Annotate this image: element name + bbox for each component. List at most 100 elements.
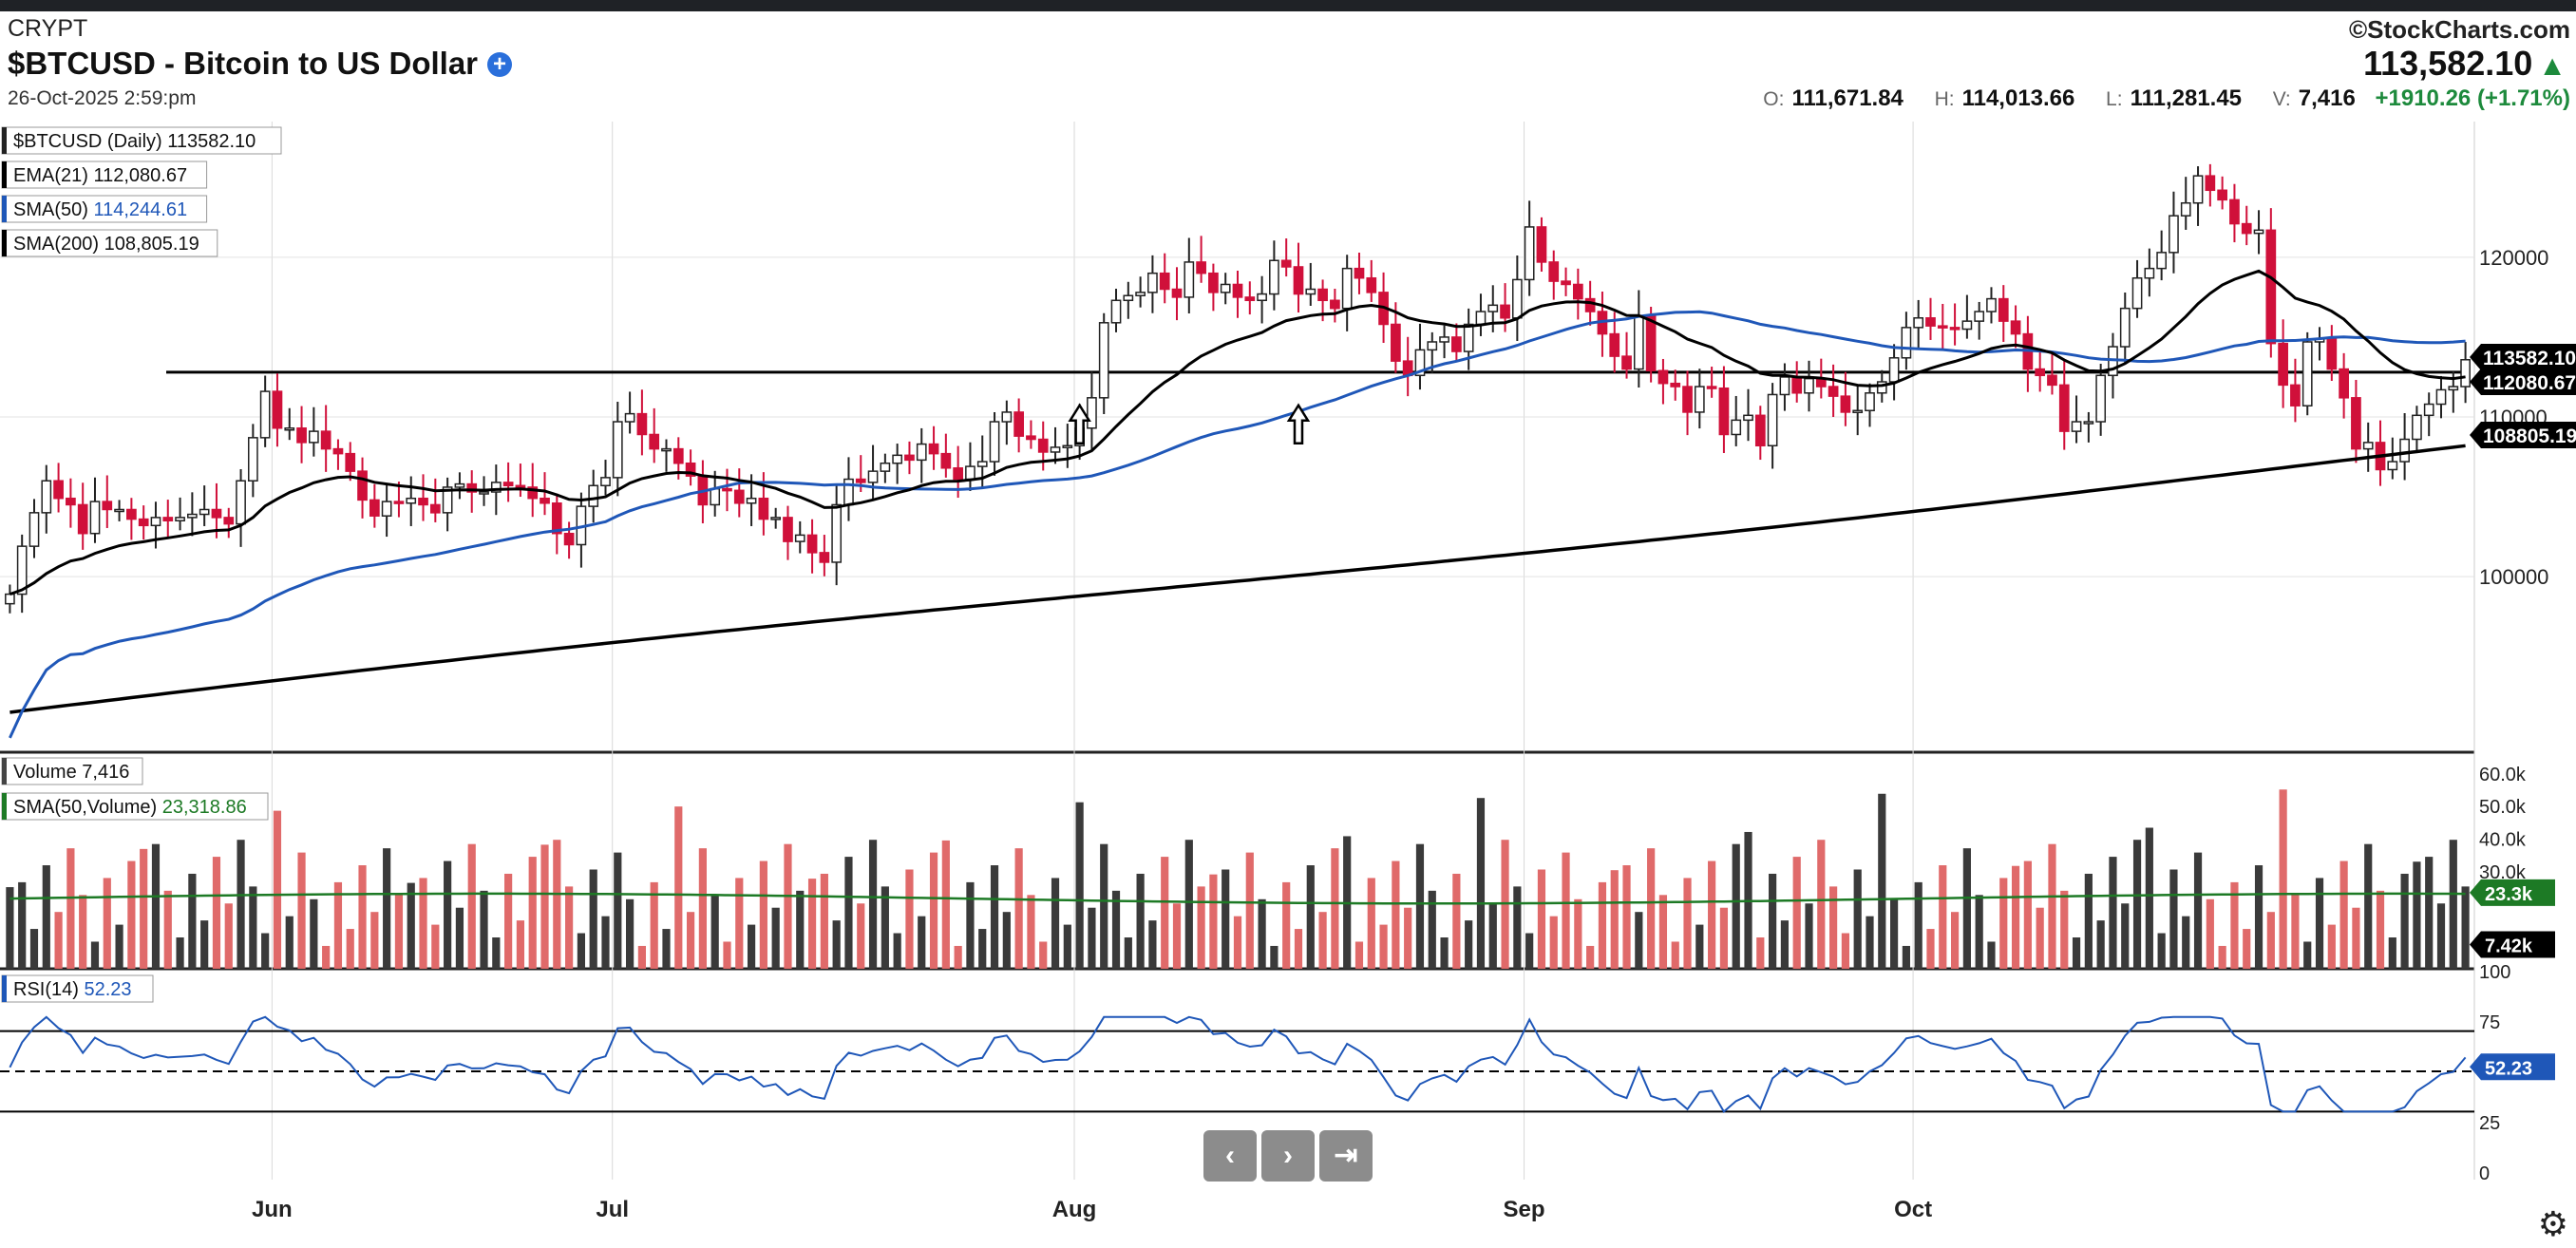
symbol-title: $BTCUSD - Bitcoin to US Dollar xyxy=(8,46,479,81)
volume-bar xyxy=(1294,929,1303,969)
chart-date: 26-Oct-2025 2:59:pm xyxy=(8,87,197,109)
volume-bar xyxy=(1306,865,1315,969)
candle-body xyxy=(1330,299,1340,310)
volume-bar xyxy=(807,879,817,969)
volume-bar xyxy=(2266,912,2275,969)
volume-bar xyxy=(540,844,549,969)
volume-bar xyxy=(1817,840,1826,969)
candle-body xyxy=(1196,261,1206,274)
exchange-label: CRYPT xyxy=(8,15,88,42)
volume-bar xyxy=(1683,878,1692,969)
legend-value: 114,244.61 xyxy=(93,199,187,220)
legend-value: 113582.10 xyxy=(167,131,256,152)
settings-gear-icon[interactable]: ⚙ xyxy=(2537,1204,2568,1243)
volume-legend-box xyxy=(1,792,269,821)
chart-canvas[interactable]: Jun Jul Aug Sep Oct100000110000120000$BTCUSD… xyxy=(0,118,2576,1248)
rsi-value-tag-label: 52.23 xyxy=(2485,1058,2532,1079)
candle-body xyxy=(855,478,866,483)
volume-bar xyxy=(2461,886,2470,969)
legend-color-swatch xyxy=(2,230,7,256)
volume-bar xyxy=(868,840,878,969)
candle-body xyxy=(2083,421,2094,425)
volume-bar xyxy=(1184,840,1193,969)
volume-bar xyxy=(1051,878,1060,969)
volume-bar xyxy=(674,806,683,969)
volume-bar xyxy=(2315,878,2324,969)
candle-body xyxy=(1062,444,1073,448)
volume-bar xyxy=(1111,890,1121,969)
volume-bar xyxy=(1598,881,1607,969)
volume-bar xyxy=(784,843,792,969)
volume-legend-label: SMA(50,Volume) 23,318.86 xyxy=(13,797,247,818)
volume-bar xyxy=(918,916,926,969)
axis-value-tag xyxy=(2470,422,2576,448)
volume-bar xyxy=(1708,860,1716,969)
candle-body xyxy=(1645,315,1657,371)
candle-body xyxy=(1657,369,1669,385)
candle-body xyxy=(1584,297,1596,312)
candle-body xyxy=(490,482,502,493)
volume-bar xyxy=(1525,933,1534,969)
axis-value-tag-label: 108805.19 xyxy=(2483,425,2576,447)
candle-body xyxy=(1001,411,1013,423)
candle-body xyxy=(794,534,805,542)
volume-bar xyxy=(249,886,257,969)
add-plus-icon[interactable]: + xyxy=(487,52,513,77)
volume-bar xyxy=(2230,881,2239,969)
volume-bar xyxy=(1926,929,1935,969)
scroll-to-end-button[interactable]: ⇥ xyxy=(1319,1130,1373,1182)
candle-body xyxy=(2435,388,2447,406)
volume-bar xyxy=(1465,920,1473,969)
candle-body xyxy=(1828,386,1839,397)
volume-bar xyxy=(1658,895,1668,969)
legend-box xyxy=(1,195,208,223)
legend-color-swatch xyxy=(2,196,7,222)
candle-body xyxy=(1925,317,1936,327)
candle-body xyxy=(1232,283,1243,298)
stockcharts-logo[interactable]: ©StockCharts.com xyxy=(2349,15,2570,44)
volume-bar xyxy=(370,912,379,969)
volume-bar xyxy=(589,869,597,969)
candle-body xyxy=(588,484,599,507)
volume-bar xyxy=(2436,903,2446,969)
candle-body xyxy=(1754,414,1766,446)
month-tick-label: Jul xyxy=(596,1197,629,1222)
candle-body xyxy=(77,503,88,535)
candle-body xyxy=(1110,299,1122,324)
candle-body xyxy=(1451,336,1462,352)
ohlc-readout: O: 111,671.84 H: 114,013.66 L: 111,281.45 V… xyxy=(1738,85,2570,112)
volume-legend-swatch xyxy=(2,793,7,820)
candle-body xyxy=(1475,311,1487,326)
volume-bar xyxy=(1889,898,1899,969)
scroll-forward-button[interactable]: › xyxy=(1261,1130,1315,1182)
volume-bar xyxy=(2193,852,2203,969)
candle-body xyxy=(2412,414,2422,441)
volume-bar xyxy=(431,924,440,969)
candle-body xyxy=(722,487,732,492)
candle-body xyxy=(2399,438,2410,463)
volume-bar xyxy=(1270,945,1279,969)
volume-bar xyxy=(2145,827,2153,969)
candle-body xyxy=(2047,374,2057,387)
volume-bar xyxy=(1318,912,1327,969)
rsi-value-tag xyxy=(2470,1053,2555,1081)
volume-bar xyxy=(1136,873,1145,969)
candle-body xyxy=(1037,438,1049,453)
candle-body xyxy=(53,480,64,500)
price-change: +1910.26 (+1.71%) xyxy=(2375,85,2571,111)
volume-legend-swatch xyxy=(2,758,7,785)
candle-body xyxy=(2192,175,2204,204)
high-label: H: xyxy=(1934,88,1955,110)
candle-body xyxy=(2241,222,2252,235)
candle-body xyxy=(1159,272,1170,291)
candle-body xyxy=(515,484,526,489)
candle-body xyxy=(16,545,28,596)
volume-bar xyxy=(1719,907,1729,969)
volume-bar xyxy=(407,882,415,969)
scroll-back-button[interactable]: ‹ xyxy=(1203,1130,1257,1182)
volume-bar xyxy=(893,933,901,969)
candle-body xyxy=(2058,384,2070,432)
volume-bar xyxy=(577,933,586,969)
volume-value: 7,416 xyxy=(2298,85,2356,111)
volume-bar xyxy=(2352,907,2360,969)
